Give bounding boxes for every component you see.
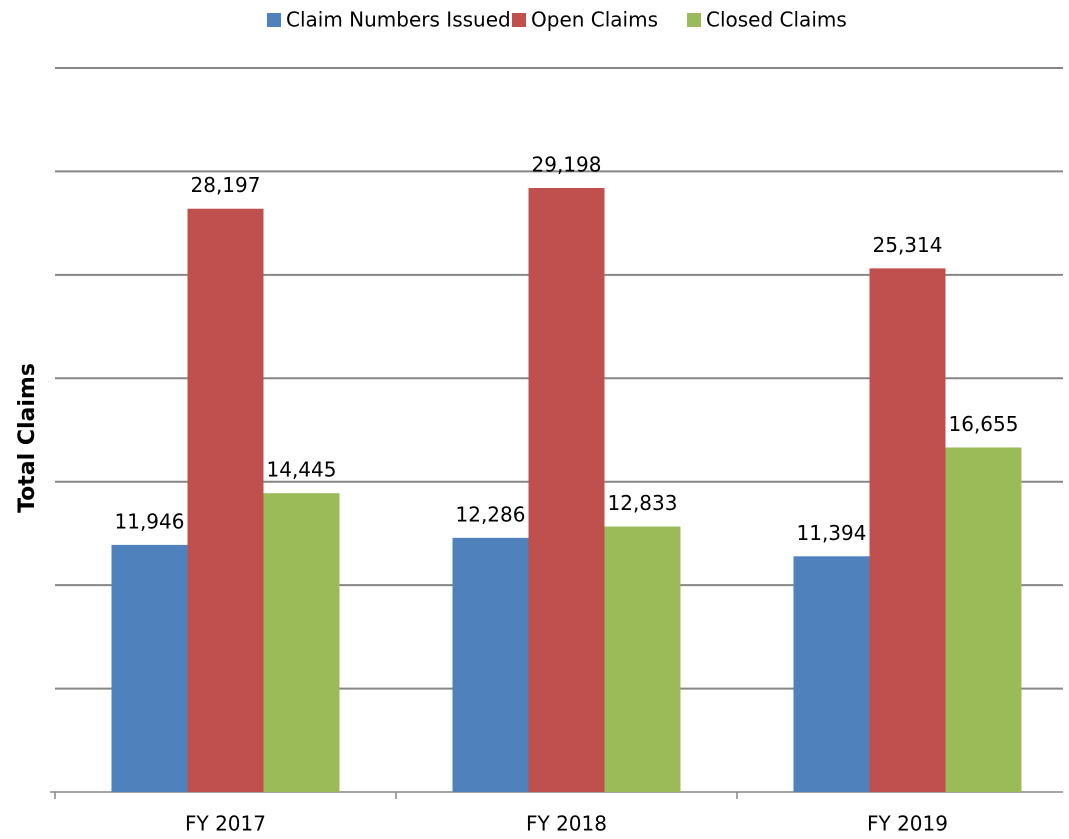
bar <box>263 493 340 792</box>
legend-label: Open Claims <box>531 8 658 32</box>
bar <box>793 556 870 792</box>
y-axis-label: Total Claims <box>15 363 40 513</box>
bar <box>945 447 1022 792</box>
data-label: 11,946 <box>115 509 185 533</box>
legend-label: Claim Numbers Issued <box>286 8 511 32</box>
data-label: 12,286 <box>456 502 526 526</box>
data-label: 11,394 <box>797 521 867 545</box>
x-tick-label: FY 2017 <box>185 812 266 836</box>
bar <box>528 188 605 793</box>
legend-swatch <box>512 13 526 27</box>
data-label: 12,833 <box>608 491 678 515</box>
legend-swatch <box>267 13 281 27</box>
data-label: 25,314 <box>873 233 943 257</box>
bar <box>187 208 264 792</box>
bar <box>869 268 946 792</box>
legend-swatch <box>687 13 701 27</box>
data-label: 16,655 <box>949 412 1019 436</box>
x-tick-label: FY 2019 <box>867 812 948 836</box>
data-label: 28,197 <box>191 173 261 197</box>
x-tick-label: FY 2018 <box>526 812 607 836</box>
bar <box>452 537 529 792</box>
bar <box>604 526 681 792</box>
legend-label: Closed Claims <box>706 8 847 32</box>
data-label: 29,198 <box>532 153 602 177</box>
bar <box>111 544 188 792</box>
data-label: 14,445 <box>267 458 337 482</box>
